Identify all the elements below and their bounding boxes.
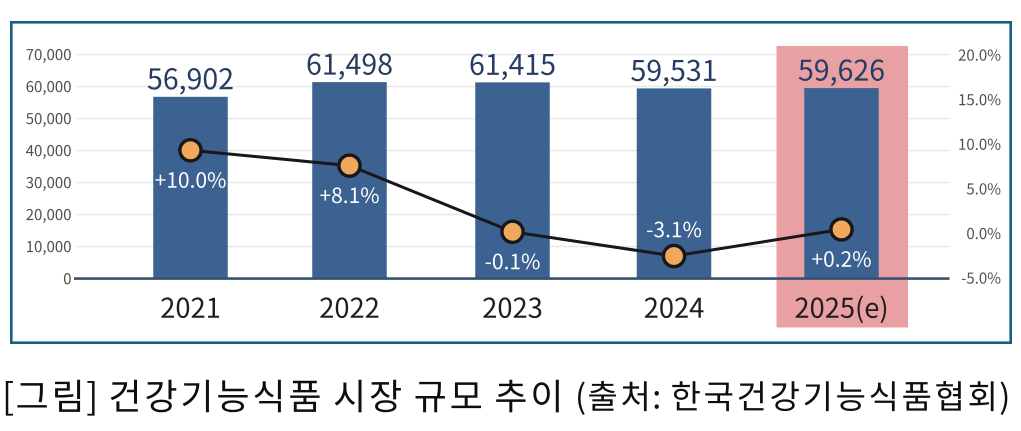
growth-rate-label-2022 (320, 187, 379, 204)
bar-value-label-2025(e) (798, 59, 884, 87)
x-category-label-2024 (644, 297, 704, 319)
growth-rate-label-2021 (155, 172, 226, 188)
left-axis-tick-60,000 (26, 80, 71, 95)
bar-value-label-2021 (147, 68, 233, 95)
left-axis-tick-70,000 (26, 48, 71, 63)
x-category-labels (161, 295, 887, 324)
left-axis-tick-20,000 (26, 208, 71, 223)
x-category-label-2025(e) (795, 295, 887, 324)
growth-rate-label-2023 (485, 253, 540, 270)
right-axis-tick-5.0% (966, 183, 1001, 195)
bar-2021 (153, 96, 228, 279)
growth-rate-label-2024 (647, 221, 702, 238)
left-axis-tick-10,000 (27, 240, 71, 255)
x-category-label-2021 (161, 297, 220, 319)
left-axis-tick-labels (26, 48, 71, 285)
growth-marker-2021 (178, 137, 203, 163)
bar-2022 (312, 82, 387, 279)
bar-value-label-2022 (307, 53, 392, 81)
right-axis-tick--5.0% (961, 272, 1001, 284)
left-axis-tick-30,000 (26, 176, 71, 191)
right-axis-tick-10.0% (959, 138, 1001, 150)
bar-2025(e) (804, 88, 879, 279)
bar-value-labels (147, 53, 884, 95)
bar-value-label-2023 (470, 53, 555, 81)
growth-marker-2022 (337, 153, 362, 178)
growth-rate-labels (155, 172, 871, 270)
right-axis-tick-20.0% (958, 49, 1001, 61)
growth-marker-2023 (500, 219, 525, 245)
bar-2023 (475, 82, 550, 279)
right-axis-tick-0.0% (967, 227, 1001, 240)
growth-marker-2025(e) (829, 217, 854, 242)
caption-main (5, 379, 559, 416)
left-axis-tick-50,000 (26, 112, 71, 127)
right-axis-tick-15.0% (959, 94, 1001, 106)
x-category-label-2023 (483, 297, 542, 319)
left-axis-tick-40,000 (26, 144, 71, 159)
bars (153, 82, 879, 279)
figure-caption (5, 379, 1008, 416)
growth-rate-label-2025(e) (812, 251, 871, 268)
right-axis-tick-labels (958, 49, 1001, 284)
growth-marker-2024 (661, 243, 687, 269)
bar-value-label-2024 (631, 59, 716, 87)
growth-markers (178, 137, 854, 269)
caption-source (578, 380, 1008, 415)
x-category-label-2022 (320, 297, 379, 319)
